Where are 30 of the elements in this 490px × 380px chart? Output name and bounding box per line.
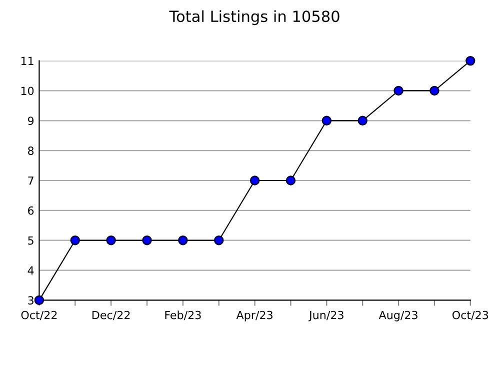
y-tick-label: 6 — [28, 206, 34, 215]
point — [466, 56, 476, 66]
y-tick-label: 4 — [28, 266, 34, 274]
y-tick-label: 10 — [21, 86, 34, 96]
y-tick-label: 11 — [21, 56, 34, 66]
x-tick-label: Oct/23 — [452, 310, 488, 320]
y-tick-label: 8 — [28, 146, 34, 155]
y-tick-label: 3 — [28, 296, 34, 305]
point — [358, 116, 368, 126]
point — [394, 86, 404, 96]
x-tick-label: Aug/23 — [378, 310, 418, 322]
point — [178, 235, 188, 246]
point — [214, 235, 224, 246]
point — [322, 116, 332, 126]
point — [106, 235, 116, 246]
chart-title: Total Listings in 10580 — [169, 10, 340, 26]
x-tick-label: Dec/22 — [92, 310, 130, 320]
point — [286, 176, 296, 186]
point — [70, 235, 80, 246]
x-tick-label: Feb/23 — [165, 310, 201, 320]
y-tick-label: 9 — [28, 116, 34, 126]
x-tick-label: Oct/22 — [21, 310, 57, 320]
point — [430, 86, 440, 96]
x-tick-label: Jun/23 — [308, 310, 344, 322]
point — [34, 295, 44, 306]
y-tick-label: 7 — [28, 176, 34, 185]
x-tick-label: Apr/23 — [236, 310, 272, 322]
point — [142, 235, 152, 246]
point — [250, 176, 260, 186]
y-tick-label: 5 — [28, 236, 34, 245]
